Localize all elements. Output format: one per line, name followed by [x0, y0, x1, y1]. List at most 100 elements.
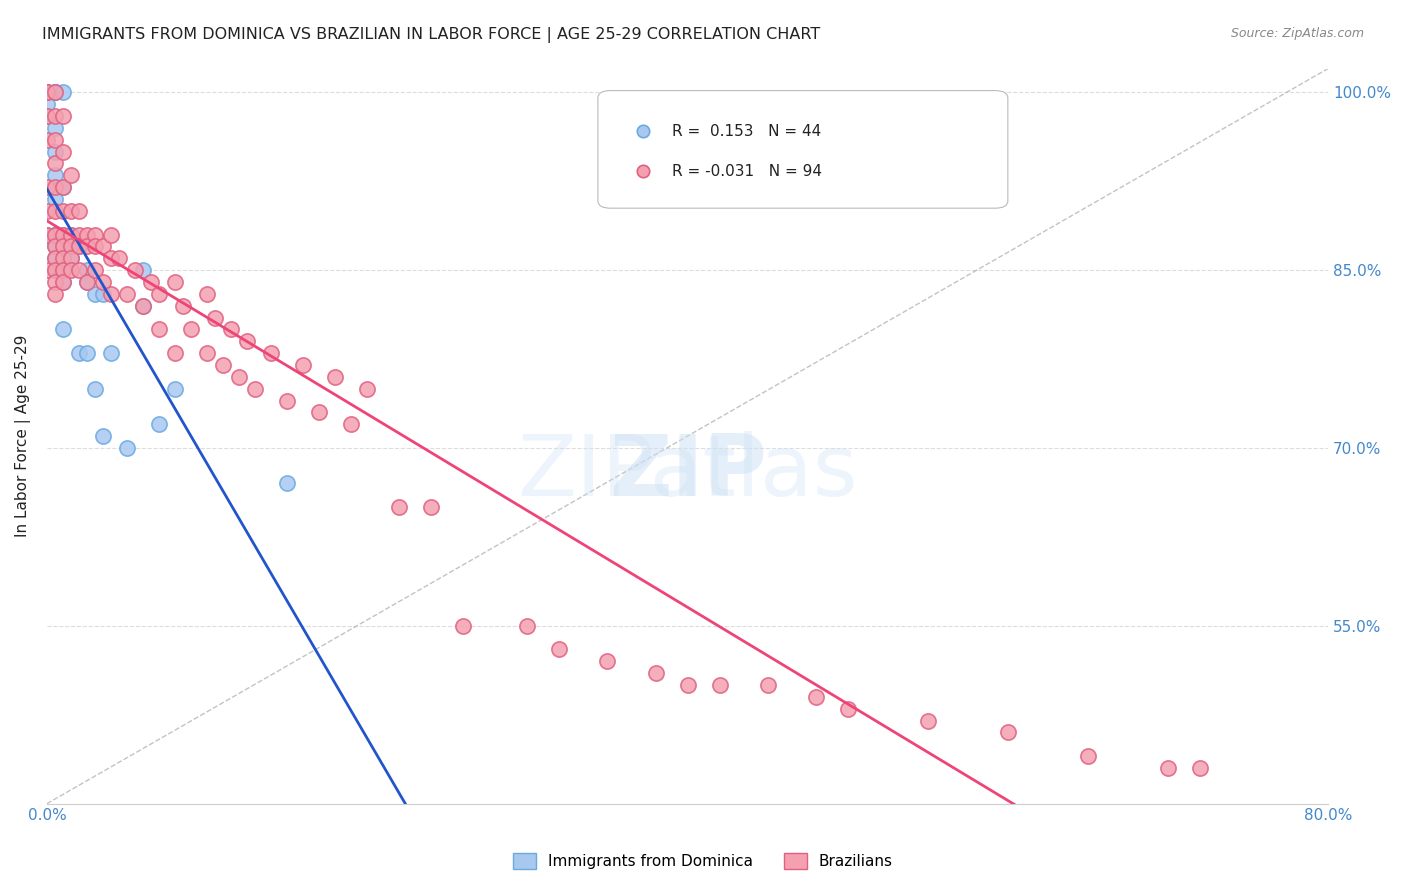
Text: ZIP: ZIP	[609, 432, 766, 515]
Point	[132, 299, 155, 313]
Point	[453, 619, 475, 633]
Point	[148, 322, 170, 336]
Point	[91, 275, 114, 289]
Point	[76, 275, 98, 289]
Point	[52, 239, 75, 253]
Point	[124, 263, 146, 277]
Point	[709, 678, 731, 692]
Point	[356, 382, 378, 396]
Point	[59, 203, 82, 218]
Point	[219, 322, 242, 336]
Text: ZIPatlas: ZIPatlas	[517, 432, 858, 515]
Point	[52, 275, 75, 289]
Point	[148, 286, 170, 301]
Point	[115, 286, 138, 301]
Point	[260, 346, 283, 360]
Point	[917, 714, 939, 728]
Point	[292, 358, 315, 372]
Legend: Immigrants from Dominica, Brazilians: Immigrants from Dominica, Brazilians	[508, 847, 898, 875]
Text: R = -0.031   N = 94: R = -0.031 N = 94	[672, 164, 823, 179]
Text: Source: ZipAtlas.com: Source: ZipAtlas.com	[1230, 27, 1364, 40]
Text: R =  0.153   N = 44: R = 0.153 N = 44	[672, 123, 821, 138]
Point	[44, 239, 66, 253]
Point	[308, 405, 330, 419]
Point	[115, 441, 138, 455]
Point	[44, 85, 66, 99]
Point	[1189, 761, 1212, 775]
Point	[100, 286, 122, 301]
Y-axis label: In Labor Force | Age 25-29: In Labor Force | Age 25-29	[15, 334, 31, 537]
Point	[67, 346, 90, 360]
Point	[91, 239, 114, 253]
Point	[84, 263, 107, 277]
Point	[35, 180, 58, 194]
Point	[35, 227, 58, 242]
Point	[243, 382, 266, 396]
Point	[44, 168, 66, 182]
Point	[76, 227, 98, 242]
Point	[35, 109, 58, 123]
Point	[52, 275, 75, 289]
Point	[44, 85, 66, 99]
Point	[67, 239, 90, 253]
Point	[1077, 749, 1099, 764]
Point	[132, 299, 155, 313]
Point	[323, 369, 346, 384]
Point	[44, 156, 66, 170]
Point	[100, 346, 122, 360]
Point	[756, 678, 779, 692]
Point	[180, 322, 202, 336]
Point	[67, 203, 90, 218]
Point	[44, 263, 66, 277]
Point	[67, 239, 90, 253]
Point	[59, 263, 82, 277]
Point	[76, 275, 98, 289]
Point	[204, 310, 226, 325]
Point	[35, 203, 58, 218]
Point	[52, 109, 75, 123]
Point	[165, 382, 187, 396]
Point	[35, 109, 58, 123]
Point	[276, 476, 298, 491]
Point	[548, 642, 571, 657]
Point	[59, 239, 82, 253]
Point	[44, 227, 66, 242]
Point	[165, 275, 187, 289]
Point	[44, 203, 66, 218]
Point	[44, 85, 66, 99]
Point	[44, 251, 66, 265]
Point	[780, 186, 803, 200]
Point	[195, 346, 218, 360]
Point	[1157, 761, 1180, 775]
Point	[84, 227, 107, 242]
Point	[52, 203, 75, 218]
Point	[44, 227, 66, 242]
Point	[139, 275, 162, 289]
Point	[91, 429, 114, 443]
Point	[52, 85, 75, 99]
Point	[44, 239, 66, 253]
Point	[35, 85, 58, 99]
Point	[35, 263, 58, 277]
Point	[35, 85, 58, 99]
Point	[44, 192, 66, 206]
Point	[388, 500, 411, 515]
Point	[52, 227, 75, 242]
Point	[52, 227, 75, 242]
Point	[420, 500, 443, 515]
Point	[276, 393, 298, 408]
Point	[52, 263, 75, 277]
Point	[52, 322, 75, 336]
Point	[44, 109, 66, 123]
Point	[84, 286, 107, 301]
Point	[76, 239, 98, 253]
Point	[35, 133, 58, 147]
Point	[84, 382, 107, 396]
Point	[516, 619, 538, 633]
Point	[84, 239, 107, 253]
Point	[44, 120, 66, 135]
Point	[35, 85, 58, 99]
Point	[596, 654, 619, 668]
Point	[44, 286, 66, 301]
Point	[59, 251, 82, 265]
